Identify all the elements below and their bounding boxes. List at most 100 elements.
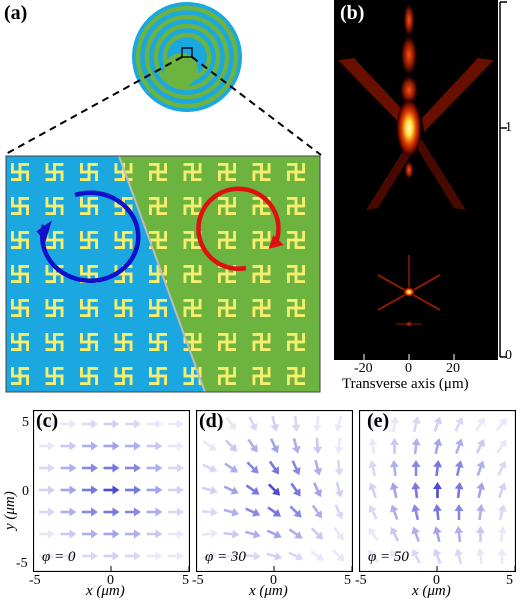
meta-atom-mirrored bbox=[287, 197, 305, 215]
field-arrow bbox=[497, 504, 507, 521]
field-arrow bbox=[201, 529, 218, 539]
field-arrow bbox=[268, 460, 280, 475]
field-arrow bbox=[39, 485, 55, 495]
meta-atom bbox=[114, 367, 133, 385]
e-x-tick-5: 5 bbox=[506, 573, 513, 588]
field-arrow bbox=[223, 529, 240, 539]
field-arrow bbox=[60, 463, 77, 473]
field-arrow bbox=[82, 463, 98, 473]
field-arrow bbox=[454, 548, 464, 565]
meta-atom-mirrored bbox=[218, 197, 236, 215]
field-arrow bbox=[497, 526, 507, 543]
field-arrow bbox=[311, 504, 323, 519]
field-arrow bbox=[433, 460, 443, 477]
field-arrow bbox=[146, 441, 163, 451]
field-arrow bbox=[244, 551, 261, 561]
e-x-axis-label: x (μm) bbox=[412, 583, 451, 599]
panel-c-label: (c) bbox=[36, 410, 59, 432]
field-arrow bbox=[334, 481, 344, 498]
c-x-tick-neg5: -5 bbox=[29, 573, 41, 588]
meta-atom-mirrored bbox=[287, 299, 305, 317]
field-arrow bbox=[310, 550, 325, 561]
field-arrow bbox=[495, 417, 508, 431]
field-arrow bbox=[475, 438, 485, 454]
field-arrow bbox=[202, 463, 218, 473]
meta-atom-mirrored bbox=[218, 333, 236, 351]
b-x-tick-neg20: -20 bbox=[354, 361, 373, 376]
field-arrow bbox=[168, 485, 184, 495]
field-arrow bbox=[368, 527, 379, 542]
y-axis-label: y (μm) bbox=[2, 491, 18, 530]
meta-atom bbox=[149, 333, 167, 351]
meta-atom-mirrored bbox=[183, 299, 202, 317]
field-arrow bbox=[168, 419, 184, 429]
field-arrow bbox=[146, 529, 163, 539]
meta-atom bbox=[11, 367, 29, 385]
panel-d-phi: φ = 30 bbox=[205, 549, 246, 565]
meta-atom-mirrored bbox=[218, 231, 236, 249]
field-arrow bbox=[103, 507, 120, 517]
field-arrow bbox=[368, 438, 378, 455]
field-arrow bbox=[82, 507, 98, 517]
field-arrow bbox=[267, 506, 282, 517]
panel-b-label: (b) bbox=[340, 2, 365, 24]
field-arrow bbox=[333, 526, 344, 541]
meta-atom bbox=[114, 333, 133, 351]
field-arrow bbox=[433, 416, 443, 432]
z-tick-0: 0 bbox=[505, 348, 512, 363]
field-arrow bbox=[146, 485, 163, 495]
meta-atom-mirrored bbox=[287, 163, 305, 181]
field-arrow bbox=[475, 548, 485, 565]
field-arrow bbox=[60, 419, 77, 429]
metasurface-disc bbox=[132, 2, 242, 112]
meta-atom bbox=[11, 299, 29, 317]
field-arrow bbox=[245, 484, 260, 495]
field-arrow bbox=[411, 460, 421, 476]
field-arrow bbox=[168, 463, 184, 473]
meta-atom-mirrored bbox=[287, 231, 305, 249]
meta-atom bbox=[149, 367, 167, 385]
field-arrow bbox=[289, 505, 302, 518]
z-tick-1: 1 bbox=[505, 120, 512, 135]
field-arrow bbox=[432, 526, 442, 543]
field-arrow bbox=[103, 463, 120, 473]
meta-atom bbox=[114, 231, 133, 249]
y-tick-5: 5 bbox=[22, 415, 29, 430]
field-arrow bbox=[496, 439, 507, 454]
field-arrow bbox=[266, 551, 283, 561]
field-arrow bbox=[454, 460, 464, 477]
z-axis-label: z-axis (mm) bbox=[451, 235, 467, 308]
field-arrow bbox=[125, 507, 141, 517]
field-arrow bbox=[497, 460, 507, 476]
meta-atom-mirrored bbox=[183, 265, 202, 283]
field-arrow bbox=[223, 485, 239, 495]
panel-a-label: (a) bbox=[4, 2, 28, 24]
d-x-tick-neg5: -5 bbox=[192, 573, 204, 588]
meta-atom-mirrored bbox=[218, 299, 236, 317]
meta-atom-mirrored bbox=[252, 367, 271, 385]
field-arrow bbox=[269, 438, 280, 454]
field-arrow bbox=[291, 415, 301, 432]
field-arrow bbox=[433, 438, 443, 455]
field-arrow bbox=[39, 529, 55, 539]
field-arrow bbox=[146, 507, 163, 517]
meta-atom bbox=[45, 197, 64, 215]
meta-atom bbox=[80, 231, 98, 249]
field-arrow bbox=[203, 417, 216, 430]
field-arrow bbox=[312, 415, 322, 432]
field-arrow bbox=[82, 551, 98, 561]
field-arrow bbox=[390, 526, 400, 542]
field-arrow bbox=[103, 485, 120, 495]
field-arrow bbox=[476, 504, 486, 521]
meta-atom bbox=[80, 367, 98, 385]
field-arrow bbox=[146, 551, 163, 561]
meta-atom bbox=[114, 299, 133, 317]
c-x-tick-5: 5 bbox=[182, 573, 189, 588]
red-arrowhead bbox=[268, 235, 284, 250]
field-arrow bbox=[498, 482, 507, 498]
field-arrow bbox=[248, 416, 258, 432]
meta-atom bbox=[11, 333, 29, 351]
field-arrow bbox=[201, 551, 218, 561]
field-arrow bbox=[60, 551, 77, 561]
field-arrow bbox=[39, 463, 55, 473]
